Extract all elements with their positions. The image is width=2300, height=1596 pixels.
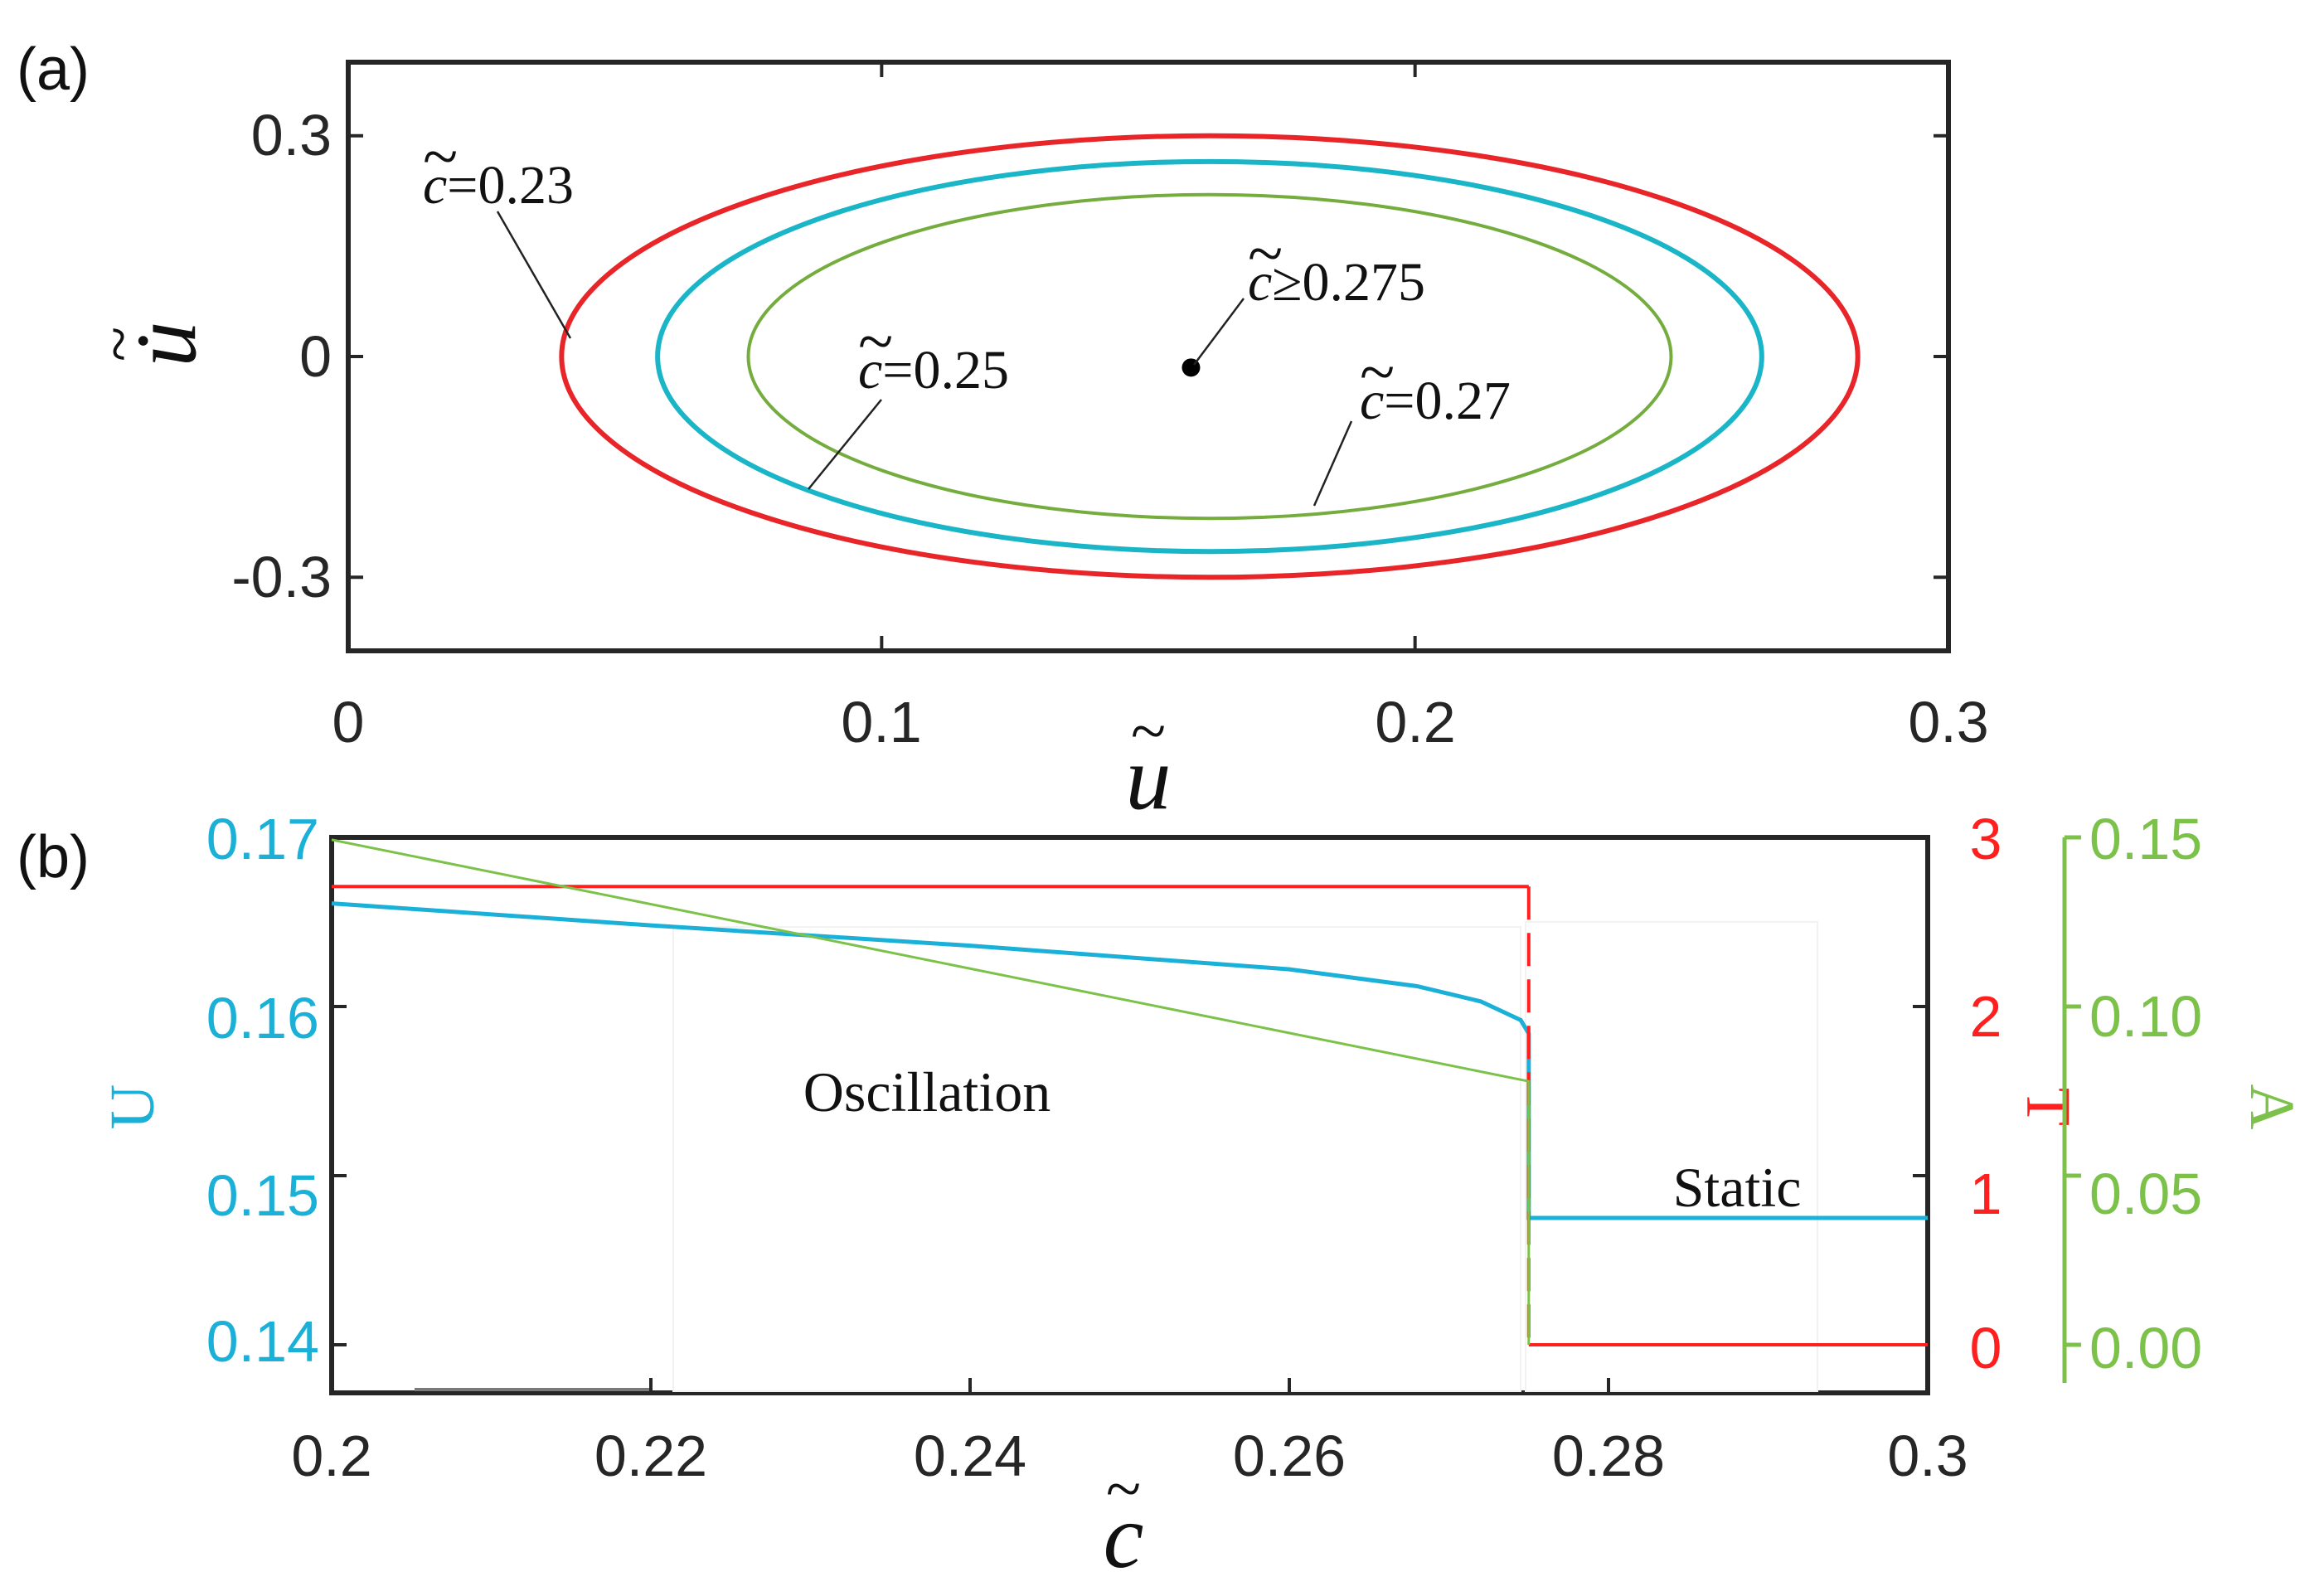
annotation-c-symbol: c [1360,371,1384,431]
panel-b-xlabel-text: c [1104,1486,1144,1587]
panel-b-xtick-label: 0.2 [291,1424,371,1488]
panel-b-xlabel: c ~ [1104,1453,1144,1587]
panel-b-xtick-label: 0.28 [1552,1424,1665,1488]
panel-a-xtick-label: 0.1 [841,690,921,754]
t-axis-title: T [2013,1088,2083,1126]
panel-a-xtick-label: 0 [332,690,365,754]
t-axis-tick-label: 3 [1970,807,2002,871]
annotation-c023: c=0.23 [423,155,574,216]
annotation-leader-c025 [808,399,882,490]
oscillation-region-box [672,926,1521,1392]
annotation-c027: c=0.27 [1360,371,1511,431]
annotation-c025-value: =0.25 [882,340,1009,400]
annotation-c027-value: =0.27 [1384,371,1511,431]
orbit-023 [559,133,1861,580]
annotation-tilde: ~ [858,305,893,377]
panel-a-ytick-label: 0.3 [251,103,332,167]
panel-a-series [559,133,1861,580]
panel-b: (b) 0.2 0.22 0.24 0.26 0.28 0.3 c ~ 0.17… [17,807,2300,1587]
oscillation-label: Oscillation [803,1060,1051,1123]
a-axis-tick-label: 0.15 [2089,807,2202,871]
u-axis-tick-label: 0.17 [206,807,319,871]
panel-b-label: (b) [17,824,90,890]
panel-b-xtick-label: 0.24 [914,1424,1026,1488]
panel-a-ytick-label: 0 [299,324,332,389]
u-axis-tick-label: 0.15 [206,1163,319,1228]
a-axis-tick-label: 0.10 [2089,984,2202,1049]
t-axis-tick-label: 0 [1970,1316,2002,1380]
annotation-c025: c=0.25 [858,340,1009,400]
panel-a-ylabel-text: u̇ [114,322,215,367]
u-axis-title: U [98,1084,167,1130]
annotation-tilde: ~ [1248,217,1283,289]
panel-b-xtick-label: 0.22 [594,1424,707,1488]
u-axis-tick-label: 0.14 [206,1309,319,1374]
u-axis-tick-label: 0.16 [206,986,319,1050]
annotation-leader-c023 [496,211,572,339]
annotation-c0275: c≥0.275 [1248,252,1425,313]
panel-b-plot-frame [329,835,1930,1395]
annotation-c-symbol: c [423,155,447,216]
panel-a-xlabel-tilde: ~ [1131,695,1166,767]
a-axis-tick-label: 0.05 [2089,1162,2202,1226]
panel-a-xlabel-text: u [1126,727,1172,828]
panel-b-xtick-label: 0.26 [1233,1424,1346,1488]
u-axis: 0.17 0.16 0.15 0.14 U [98,807,319,1374]
annotation-leader-c0275 [1193,298,1245,366]
static-label: Static [1673,1156,1802,1219]
panel-a: (a) 0.3 0 -0.3 0 0.1 0.2 0.3 u ~ u̇ ~ c=… [17,36,1989,828]
panel-b-xlabel-tilde: ~ [1106,1453,1141,1525]
orbit-025 [655,158,1764,555]
annotation-tilde: ~ [1360,336,1395,408]
a-series-line [331,838,1531,1345]
panel-a-ylabel: u̇ ~ [82,322,215,367]
panel-a-xtick-label: 0.2 [1375,690,1455,754]
panel-b-series [331,838,1928,1346]
t-axis-tick-label: 2 [1970,984,2002,1049]
a-axis-title: A [2237,1084,2300,1130]
annotation-tilde: ~ [423,120,458,192]
orbit-027 [746,192,1673,521]
panel-a-plot-frame [346,60,1951,653]
a-axis: 0.15 0.10 0.05 0.00 A [2062,807,2300,1383]
a-axis-tick-label: 0.00 [2089,1316,2202,1380]
annotation-leader-c027 [1313,420,1353,507]
a-axis-ticks [2065,835,2081,1347]
panel-a-label: (a) [17,36,90,103]
annotation-c-symbol: c [858,340,882,400]
t-axis-tick-label: 1 [1970,1162,2002,1226]
panel-a-xlabel: u ~ [1126,695,1172,828]
annotation-c-symbol: c [1248,252,1272,313]
panel-a-xtick-label: 0.3 [1908,690,1988,754]
panel-b-xtick-label: 0.3 [1887,1424,1968,1488]
static-region-box [1525,921,1818,1392]
panel-a-ytick-label: -0.3 [231,545,332,609]
annotation-c023-value: =0.23 [447,155,574,216]
annotation-c0275-value: ≥0.275 [1272,252,1425,313]
panel-a-ticks [347,62,1950,651]
t-axis: 3 2 1 0 T [1970,807,2083,1380]
panel-a-ylabel-tilde: ~ [82,327,154,361]
